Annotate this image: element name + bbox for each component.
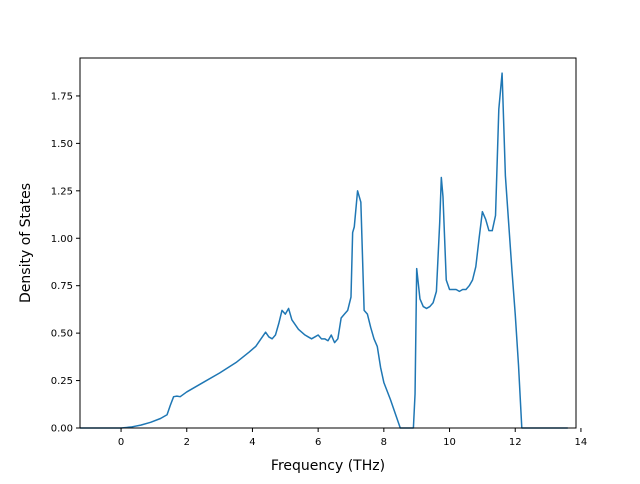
x-tick-label: 2 [184, 437, 190, 448]
y-tick-label: 1.00 [51, 234, 73, 245]
y-tick-label: 1.50 [51, 139, 73, 150]
x-tick-label: 8 [381, 437, 387, 448]
y-tick-label: 0.00 [51, 424, 73, 435]
x-tick-label: 6 [315, 437, 321, 448]
x-tick-label: 14 [575, 437, 588, 448]
x-tick-label: 12 [509, 437, 522, 448]
y-tick-label: 0.25 [51, 376, 73, 387]
y-tick-label: 0.50 [51, 329, 73, 340]
x-tick-label: 10 [443, 437, 456, 448]
plot-layer [80, 72, 568, 429]
ticks-layer: 0 2 4 6 8 10 12 14 0.00 0.25 0.50 0.75 1.00 1.25 1.50 1… [51, 91, 588, 448]
dos-series-line-0 [80, 72, 568, 429]
y-tick-label: 0.75 [51, 281, 73, 292]
y-axis-label: Density of States [18, 183, 34, 303]
x-axis-label: Frequency (THz) [271, 458, 385, 474]
x-tick-label: 0 [118, 437, 124, 448]
y-tick-label: 1.25 [51, 186, 73, 197]
axes-frame [79, 57, 577, 429]
y-tick-label: 1.75 [51, 91, 73, 102]
x-tick-label: 4 [249, 437, 255, 448]
